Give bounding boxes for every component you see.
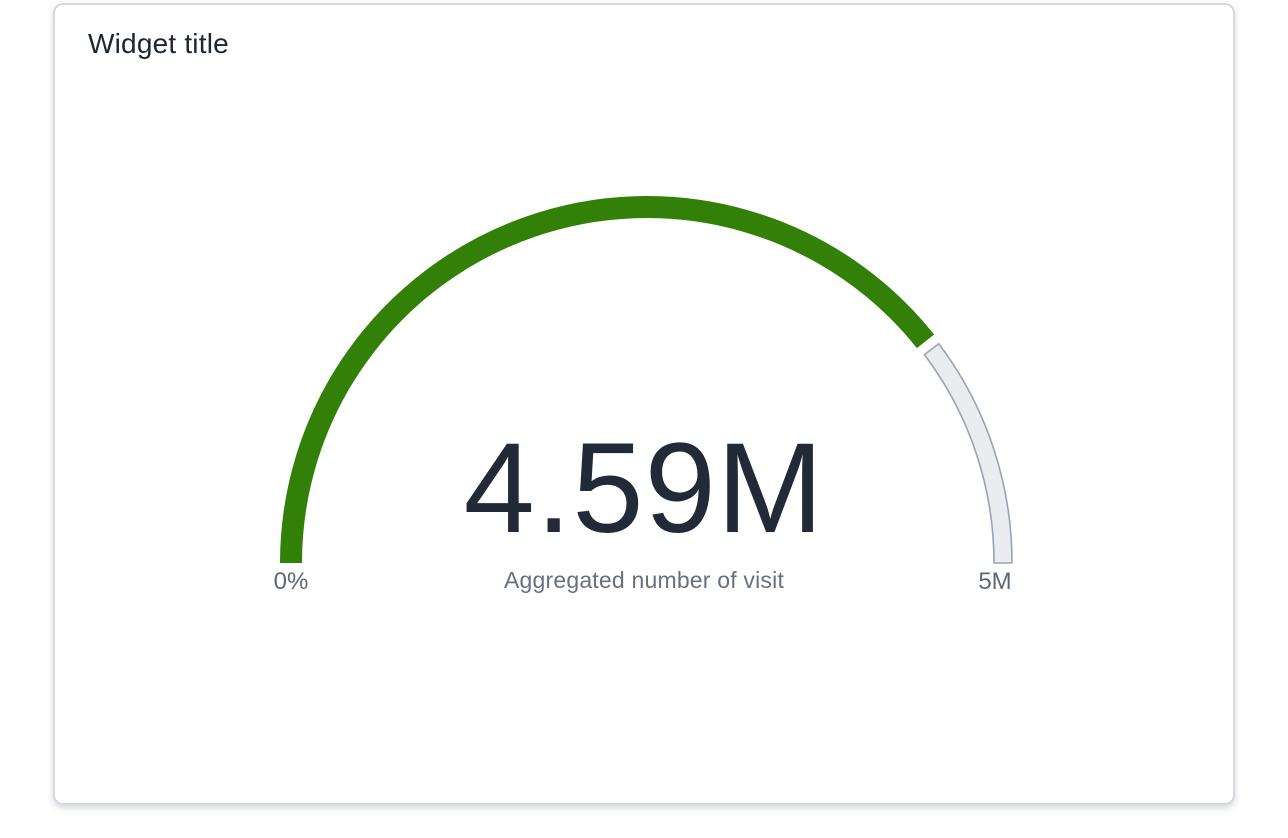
gauge-track-arc [923, 342, 1013, 564]
gauge-max-label: 5M [978, 568, 1012, 595]
gauge-chart [280, 196, 1013, 564]
widget-title: Widget title [88, 28, 229, 59]
gauge-fill-arc [280, 196, 935, 564]
gauge-value: 4.59M [463, 417, 825, 560]
widget-card: Widget title 4.59M Aggregated number of … [53, 3, 1235, 805]
gauge-min-label: 0% [273, 568, 309, 595]
gauge-subtitle: Aggregated number of visit [503, 567, 785, 593]
